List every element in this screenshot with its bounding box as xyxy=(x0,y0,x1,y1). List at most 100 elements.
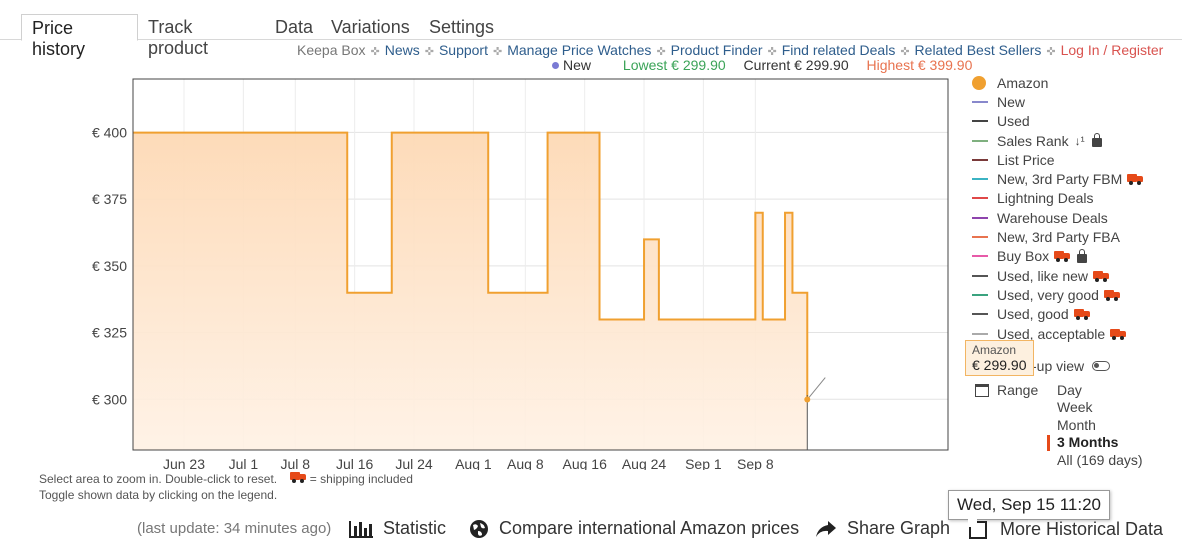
amazon-price-area xyxy=(133,132,808,450)
price-stats: New Lowest € 299.90 Current € 299.90 Hig… xyxy=(552,57,986,73)
y-tick-label: € 350 xyxy=(92,258,127,274)
legend-label: Sales Rank xyxy=(997,132,1069,149)
closeup-view-toggle[interactable]: -up view xyxy=(1032,358,1111,374)
x-tick-label: Jul 8 xyxy=(281,456,311,470)
legend-swatch xyxy=(972,236,988,239)
x-tick-label: Jul 1 xyxy=(229,456,259,470)
shipping-truck-icon xyxy=(1093,270,1110,282)
legend-label: New, 3rd Party FBM xyxy=(997,171,1123,188)
y-tick-label: € 400 xyxy=(92,124,127,140)
help-toggle: Toggle shown data by clicking on the leg… xyxy=(39,488,278,502)
tooltip-series: Amazon xyxy=(972,343,1017,357)
legend-item-amazon[interactable]: Amazon xyxy=(972,73,1192,92)
legend-swatch xyxy=(972,313,988,316)
date-tooltip: Wed, Sep 15 11:20 xyxy=(948,490,1110,520)
separator-icon: ✜ xyxy=(1046,46,1056,58)
keepa-box-link[interactable]: Keepa Box xyxy=(297,42,366,58)
range-option-month[interactable]: Month xyxy=(1057,416,1096,433)
tooltip-value: € 299.90 xyxy=(972,357,1027,373)
legend-swatch xyxy=(972,255,988,258)
external-window-icon xyxy=(968,518,987,539)
statistic-label: Statistic xyxy=(383,518,447,538)
login-register-link[interactable]: Log In / Register xyxy=(1060,42,1164,58)
legend-item-used-acceptable[interactable]: Used, acceptable xyxy=(972,324,1192,343)
amazon-price-line xyxy=(133,131,809,400)
related-best-sellers-link[interactable]: Related Best Sellers xyxy=(914,42,1042,58)
chart-legend: Amazon New Used Sales Rank ↓¹ List Price New, … xyxy=(972,73,1192,343)
legend-label: Warehouse Deals xyxy=(997,209,1108,226)
legend-label: List Price xyxy=(997,151,1055,168)
legend-item-used-very-good[interactable]: Used, very good xyxy=(972,285,1192,304)
legend-item-new-3rd-party-fbm[interactable]: New, 3rd Party FBM xyxy=(972,169,1192,188)
x-tick-label: Jul 16 xyxy=(336,456,374,470)
shipping-truck-icon xyxy=(1073,308,1090,321)
product-finder-link[interactable]: Product Finder xyxy=(670,42,763,58)
x-tick-label: Aug 16 xyxy=(562,456,607,470)
legend-swatch xyxy=(972,75,986,90)
separator-icon: ✜ xyxy=(493,46,503,58)
more-historical-data-button[interactable]: More Historical Data xyxy=(968,518,1163,540)
legend-item-warehouse-deals[interactable]: Warehouse Deals xyxy=(972,208,1192,227)
y-tick-label: € 300 xyxy=(92,391,127,407)
range-option-3-months[interactable]: 3 Months xyxy=(1047,434,1167,452)
separator-icon: ✜ xyxy=(370,46,380,58)
legend-item-used-good[interactable]: Used, good xyxy=(972,305,1192,324)
x-tick-label: Aug 24 xyxy=(622,456,667,470)
range-option-all-169-days[interactable]: All (169 days) xyxy=(1057,451,1143,468)
legend-item-buy-box[interactable]: Buy Box xyxy=(972,247,1192,266)
compare-prices-button[interactable]: Compare international Amazon prices xyxy=(469,518,799,539)
legend-item-used-like-new[interactable]: Used, like new xyxy=(972,266,1192,285)
legend-swatch xyxy=(972,274,988,277)
support-link[interactable]: Support xyxy=(438,42,488,58)
legend-swatch xyxy=(972,293,988,296)
top-link-bar: Keepa Box ✜ News ✜ Support ✜ Manage Price Watc… xyxy=(297,42,1163,58)
tab-price-history[interactable]: Price history xyxy=(21,14,138,59)
legend-item-list-price[interactable]: List Price xyxy=(972,150,1192,169)
legend-swatch xyxy=(972,332,988,335)
manage-price-watches-link[interactable]: Manage Price Watches xyxy=(507,42,652,58)
separator-icon: ✜ xyxy=(656,46,666,58)
price-tooltip: Amazon € 299.90 xyxy=(965,340,1034,376)
toggle-icon[interactable] xyxy=(1092,361,1111,371)
legend-item-new-3rd-party-fba[interactable]: New, 3rd Party FBA xyxy=(972,227,1192,246)
tab-variations[interactable]: Variations xyxy=(331,17,410,37)
statistic-button[interactable]: Statistic xyxy=(349,518,446,539)
tab-track-product[interactable]: Track product xyxy=(148,17,209,58)
shipping-truck-icon xyxy=(1054,250,1071,263)
shipping-truck-icon xyxy=(290,471,307,483)
separator-icon: ✜ xyxy=(900,46,910,58)
share-graph-button[interactable]: Share Graph xyxy=(815,518,950,539)
tab-data[interactable]: Data xyxy=(275,17,314,37)
y-tick-label: € 375 xyxy=(92,191,127,207)
last-update: (last update: 34 minutes ago) xyxy=(137,520,332,537)
x-tick-label: Jul 24 xyxy=(395,456,433,470)
range-option-day[interactable]: Day xyxy=(1057,382,1082,398)
legend-item-used[interactable]: Used xyxy=(972,112,1192,131)
legend-label: Buy Box xyxy=(997,248,1050,265)
shipping-truck-icon xyxy=(1110,328,1127,340)
legend-swatch xyxy=(972,216,988,219)
x-tick-label: Jun 23 xyxy=(163,456,205,470)
tab-settings[interactable]: Settings xyxy=(429,17,495,37)
x-tick-label: Sep 1 xyxy=(685,456,722,470)
separator-icon: ✜ xyxy=(767,46,777,58)
plot-frame xyxy=(132,78,949,451)
legend-label: Amazon xyxy=(997,74,1049,91)
find-related-deals-link[interactable]: Find related Deals xyxy=(781,42,896,58)
legend-label: Used, very good xyxy=(997,286,1099,303)
legend-item-lightning-deals[interactable]: Lightning Deals xyxy=(972,189,1192,208)
news-link[interactable]: News xyxy=(384,42,420,58)
lock-icon xyxy=(1077,248,1088,263)
legend-label: Used, good xyxy=(997,306,1069,323)
range-option-week[interactable]: Week xyxy=(1057,399,1093,416)
help-zoom: Select area to zoom in. Double-click to … xyxy=(39,472,278,486)
new-dot-icon xyxy=(552,62,559,69)
shipping-truck-icon xyxy=(1127,173,1144,186)
legend-item-new[interactable]: New xyxy=(972,92,1192,111)
stat-highest: Highest € 399.90 xyxy=(866,57,973,73)
stat-current: Current € 299.90 xyxy=(743,57,849,73)
legend-item-sales-rank[interactable]: Sales Rank ↓¹ xyxy=(972,131,1192,150)
price-history-chart[interactable]: € 300 € 325 € 350 € 375 € 400 Jun 23 Jul 1 Jul … xyxy=(0,70,960,470)
legend-swatch xyxy=(972,139,988,142)
closeup-label: -up view xyxy=(1032,358,1085,374)
